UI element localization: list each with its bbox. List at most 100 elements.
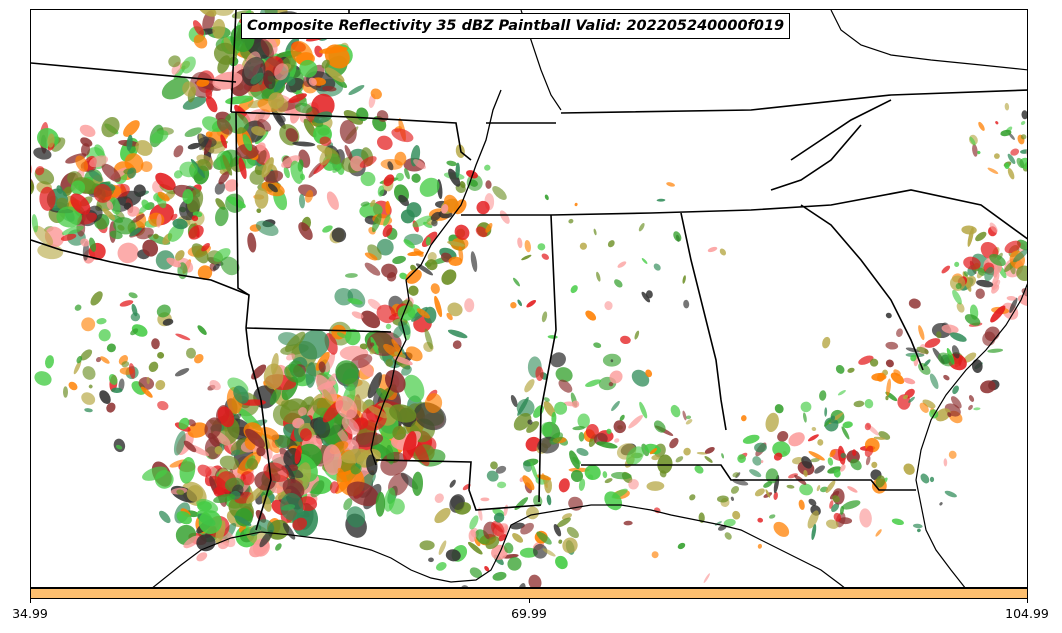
echo-blob [343,498,353,511]
echo-blob [388,498,405,515]
echo-blob [376,304,397,324]
echo-blob [324,44,350,69]
echo-blob [202,116,222,132]
echo-blob [183,440,197,453]
echo-blob [896,328,903,338]
echo-blob [209,380,221,391]
echo-blob [255,220,279,236]
map-panel [30,9,1028,588]
echo-blob [853,400,865,408]
echo-blob [173,145,184,158]
echo-blob [524,379,535,393]
echo-blob [732,510,741,520]
echo-blob [213,42,238,65]
echo-blob [146,376,150,385]
border-line [770,124,862,191]
echo-blob [434,295,443,318]
echo-blob [721,453,725,459]
echo-blob [833,512,842,522]
echo-blob [385,358,394,367]
echo-blob [199,138,209,151]
echo-blob [875,529,882,537]
echo-blob [33,225,54,246]
echo-blob [428,557,434,563]
echo-blob [336,332,347,339]
echo-blob [604,301,613,311]
echo-blob [941,265,951,274]
echo-blob [703,573,710,583]
echo-blob [497,481,507,489]
echo-blob [467,541,483,555]
echo-blob [370,336,379,355]
echo-blob [449,479,456,488]
echo-blob [666,182,675,187]
echo-blob [542,548,556,557]
echo-blob [644,443,661,455]
echo-blob [614,438,620,443]
echo-blob [825,480,836,493]
echo-blob [1016,265,1027,282]
echo-blob [142,239,159,257]
echo-blob [682,410,687,421]
echo-blob [646,481,665,491]
echo-blob [808,498,817,506]
echo-blob [441,203,449,214]
echo-blob [835,364,845,374]
echo-blob [824,419,832,427]
echo-blob [777,431,789,442]
border-line [235,111,250,329]
echo-blob [217,55,231,74]
echo-blob [604,478,613,484]
echo-blob [858,355,874,365]
echo-blob [348,84,365,96]
echo-blob [989,253,1006,267]
echo-blob [852,449,857,456]
echo-blob [875,475,886,488]
echo-blob [947,412,952,418]
echo-blob [958,355,962,366]
echo-blob [347,298,363,305]
colorbar-tick [30,599,31,603]
colorbar-tick-label: 69.99 [511,606,547,621]
echo-blob [364,252,378,261]
echo-blob [82,366,96,380]
echo-blob [218,171,230,185]
echo-blob [469,567,483,579]
echo-blob [260,38,274,58]
echo-blob [243,527,250,535]
echo-blob [1007,153,1016,165]
echo-blob [305,362,316,388]
echo-blob [118,378,125,392]
echo-blob [94,144,105,158]
echo-blob [447,241,466,247]
echo-blob [447,329,468,339]
echo-blob [299,428,312,442]
echo-blob [175,333,191,341]
echo-blob [641,291,651,303]
echo-blob [186,485,204,502]
echo-blob [284,364,306,383]
echo-blob [963,271,969,277]
echo-blob [155,250,175,270]
echo-blob [512,533,524,543]
echo-blob [977,150,981,155]
echo-blob [517,237,523,249]
echo-blob [512,277,521,287]
echo-blob [425,259,438,271]
echo-blob [677,542,686,550]
echo-blob [869,358,879,367]
echo-blob [951,345,960,359]
echo-blob [73,360,82,375]
echo-blob [799,483,813,496]
echo-blob [345,328,361,346]
echo-blob [490,461,498,470]
echo-blob [995,121,999,125]
echo-blob [37,243,64,260]
echo-blob [395,172,404,182]
echo-blob [176,511,192,525]
echo-blob [840,505,844,515]
echo-blob [80,137,93,147]
echo-blob [215,206,229,227]
border-line [680,212,727,431]
echo-blob [141,199,151,210]
